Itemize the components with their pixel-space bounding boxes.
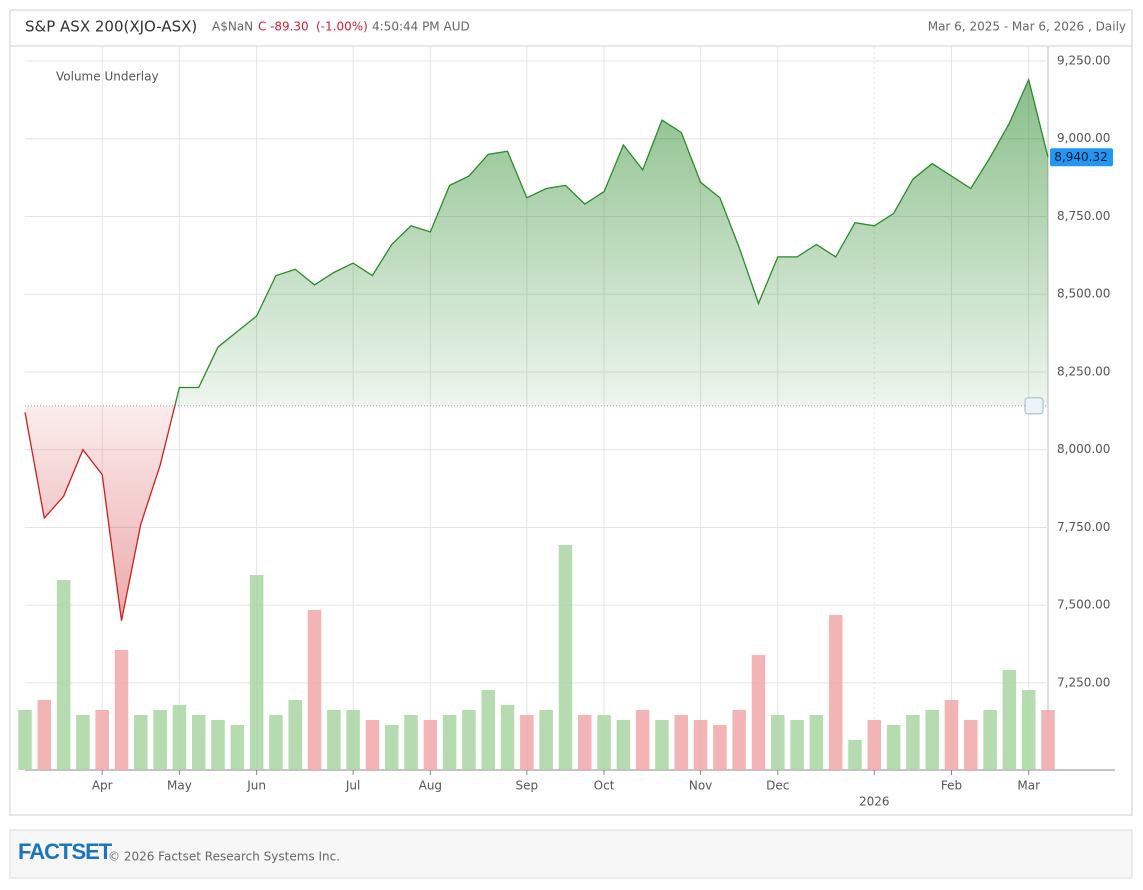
volume-bar — [384, 725, 399, 770]
volume-bar — [249, 575, 264, 770]
volume-bar — [500, 705, 515, 770]
volume-bar — [56, 580, 71, 770]
x-tick-label: Jun — [246, 779, 266, 793]
date-range: Mar 6, 2025 - Mar 6, 2026 , Daily — [928, 20, 1126, 34]
volume-bar — [307, 610, 322, 770]
volume-bar — [616, 720, 631, 770]
volume-bar — [269, 715, 283, 770]
volume-bar — [751, 655, 766, 770]
y-tick-label: 7,750.00 — [1057, 520, 1110, 534]
footer-copyright: © 2026 Factset Research Systems Inc. — [108, 850, 340, 864]
volume-bar — [906, 715, 920, 770]
volume-label: Volume Underlay — [56, 70, 159, 84]
volume-bar — [983, 710, 997, 770]
x-tick-label: Feb — [941, 779, 962, 793]
volume-bar — [95, 710, 109, 770]
volume-bar — [597, 715, 611, 770]
volume-bar — [674, 715, 689, 770]
x-tick-label: Jul — [345, 779, 360, 793]
volume-bar — [134, 715, 148, 770]
volume-bar — [655, 720, 669, 770]
volume-bar — [230, 725, 245, 770]
y-tick-label: 8,000.00 — [1057, 442, 1110, 456]
volume-bar — [423, 720, 438, 770]
time: 4:50:44 PM AUD — [372, 20, 470, 34]
volume-bar — [404, 715, 418, 770]
chart-title: S&P ASX 200(XJO-ASX) — [25, 18, 197, 36]
volume-bar — [577, 715, 592, 770]
footer-logo: FACTSET — [18, 839, 113, 864]
volume-bar — [18, 710, 32, 770]
volume-bar — [153, 710, 167, 770]
volume-bar — [346, 710, 360, 770]
volume-bar — [442, 715, 457, 770]
y-tick-label: 9,000.00 — [1057, 131, 1110, 145]
volume-bar — [713, 725, 727, 770]
volume-bar — [1021, 690, 1036, 770]
volume-bar — [37, 700, 52, 770]
volume-bar — [867, 720, 882, 770]
x-tick-label: Dec — [766, 779, 789, 793]
last-value-badge — [1050, 148, 1113, 167]
volume-bar — [828, 615, 843, 770]
volume-bar — [848, 740, 862, 770]
x-tick-label: May — [167, 779, 192, 793]
y-tick-label: 7,250.00 — [1057, 675, 1110, 689]
change: -89.30 — [270, 20, 309, 34]
line — [24, 77, 1049, 621]
footer — [9, 829, 1133, 879]
last-value-label: 8,940.32 — [1054, 150, 1107, 164]
volume-bar — [771, 715, 785, 770]
volume-bar — [558, 545, 573, 770]
x-tick-label: Nov — [689, 779, 712, 793]
x-tick-label: Sep — [516, 779, 539, 793]
volume-bar — [539, 710, 553, 770]
volume-bar — [944, 700, 959, 770]
volume-bar — [809, 715, 824, 770]
y-tick-label: 7,500.00 — [1057, 598, 1110, 612]
volume-bar — [76, 715, 90, 770]
x-tick-label: Mar — [1017, 779, 1040, 793]
volume-bar — [172, 705, 187, 770]
change-percent: (-1.00%) — [316, 20, 368, 34]
x-tick-label: 2026 — [859, 795, 890, 809]
volume-bar — [520, 715, 534, 770]
volume-bar — [732, 710, 746, 770]
volume-bar — [327, 710, 341, 770]
volume-bar — [462, 710, 476, 770]
x-tick-label: Oct — [594, 779, 615, 793]
volume-bar — [114, 650, 129, 770]
currency: A$NaN — [212, 20, 253, 34]
volume-bar — [693, 720, 708, 770]
baseline-handle — [1024, 397, 1044, 415]
volume-bar — [790, 720, 804, 770]
volume-bar — [191, 715, 206, 770]
volume-bar — [925, 710, 939, 770]
volume-bar — [211, 720, 225, 770]
volume-bar — [365, 720, 380, 770]
y-tick-label: 9,250.00 — [1057, 53, 1110, 67]
area — [25, 79, 1048, 621]
volume-bar — [886, 725, 901, 770]
change-prefix: C — [258, 20, 266, 34]
y-tick-label: 8,750.00 — [1057, 209, 1110, 223]
y-tick-label: 8,500.00 — [1057, 287, 1110, 301]
volume-bar — [964, 720, 978, 770]
x-tick-label: Apr — [92, 779, 113, 793]
x-tick-label: Aug — [419, 779, 442, 793]
volume-bar — [288, 700, 302, 770]
volume-bar — [635, 710, 650, 770]
volume-bar — [481, 690, 496, 770]
volume-bar — [1041, 710, 1055, 770]
y-tick-label: 8,250.00 — [1057, 364, 1110, 378]
volume-bar — [1002, 670, 1017, 770]
